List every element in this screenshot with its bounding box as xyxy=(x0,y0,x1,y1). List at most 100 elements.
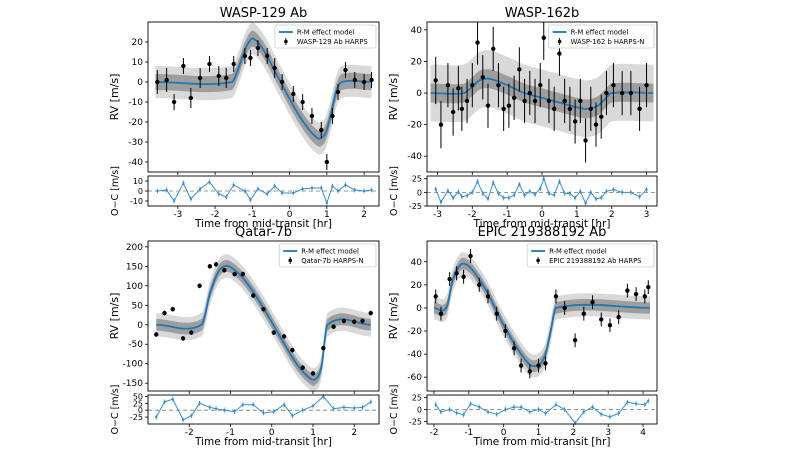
data-marker xyxy=(470,82,475,88)
residual-marker xyxy=(579,190,582,193)
data-marker xyxy=(593,122,599,127)
x-tick-label: 2 xyxy=(609,210,615,220)
data-point xyxy=(541,22,546,60)
residual-marker xyxy=(544,412,547,415)
data-point xyxy=(188,88,194,108)
legend-model-label: R-M effect model xyxy=(571,29,629,37)
residual-marker xyxy=(573,196,577,200)
residual-marker xyxy=(155,415,158,419)
x-tick-label: 0 xyxy=(501,428,507,438)
y-tick-label: -60 xyxy=(407,373,422,383)
data-point xyxy=(562,78,567,124)
data-marker xyxy=(625,288,630,293)
data-marker xyxy=(511,95,517,100)
data-marker xyxy=(611,82,616,88)
x-tick-label: 0 xyxy=(539,210,545,220)
data-marker xyxy=(532,98,538,104)
data-marker xyxy=(310,371,316,376)
data-marker xyxy=(604,90,609,96)
residual-marker xyxy=(638,195,641,198)
data-point xyxy=(590,295,595,310)
residual-marker xyxy=(512,193,516,197)
x-tick-label: -1 xyxy=(226,428,235,438)
residual-marker xyxy=(584,202,587,205)
residual-marker xyxy=(643,403,647,406)
legend-box xyxy=(548,24,655,49)
data-point xyxy=(501,86,506,131)
data-point xyxy=(250,293,256,298)
data-point xyxy=(503,324,508,338)
residual-marker xyxy=(163,400,166,404)
data-point xyxy=(343,62,348,78)
main-axes-frame xyxy=(147,21,380,173)
data-point xyxy=(527,364,533,379)
residual-marker xyxy=(439,200,443,204)
data-point xyxy=(361,74,367,90)
residual-marker xyxy=(558,180,561,183)
residual-marker xyxy=(172,199,176,203)
data-marker xyxy=(599,114,604,119)
data-marker xyxy=(155,79,160,85)
data-marker xyxy=(189,330,194,335)
residual-marker xyxy=(486,410,490,414)
data-point xyxy=(477,277,482,292)
residual-marker xyxy=(362,189,366,193)
data-marker xyxy=(581,311,587,316)
data-point xyxy=(164,68,169,92)
residual-marker xyxy=(331,184,334,188)
residual-marker xyxy=(439,410,443,414)
data-marker xyxy=(343,67,348,73)
residual-marker xyxy=(589,191,592,194)
x-tick-label: 2 xyxy=(570,428,576,438)
data-marker xyxy=(628,90,634,96)
data-point xyxy=(189,330,194,335)
data-point xyxy=(572,99,578,144)
residual-marker xyxy=(243,189,247,193)
x-tick-label: -3 xyxy=(173,210,182,220)
residual-marker xyxy=(594,197,598,201)
residual-marker xyxy=(537,408,540,411)
data-point xyxy=(511,341,517,356)
residual-marker xyxy=(617,412,620,415)
data-marker xyxy=(171,99,177,105)
data-point xyxy=(321,345,326,351)
data-point xyxy=(433,289,438,304)
data-point xyxy=(162,310,167,316)
data-point xyxy=(456,66,461,111)
data-point xyxy=(242,48,248,64)
resid-y-tick-label: -25 xyxy=(409,418,422,427)
residual-marker xyxy=(311,404,315,408)
data-marker xyxy=(501,106,506,112)
data-point xyxy=(207,56,212,72)
data-marker xyxy=(222,268,227,273)
panel-title: WASP-129 Ab xyxy=(220,6,308,21)
data-marker xyxy=(352,77,357,83)
legend-model-label: R-M effect model xyxy=(301,248,359,256)
residual-marker xyxy=(434,403,437,406)
data-point xyxy=(588,86,593,131)
data-point xyxy=(480,55,485,100)
residual-marker xyxy=(629,191,633,194)
legend-model-label: R-M effect model xyxy=(549,248,607,256)
model-line xyxy=(430,77,654,110)
data-marker xyxy=(642,294,648,299)
data-marker xyxy=(572,119,578,124)
data-marker xyxy=(170,306,175,312)
residual-marker xyxy=(156,189,159,193)
legend-box xyxy=(274,24,377,49)
data-point xyxy=(447,272,452,286)
residual-marker xyxy=(528,190,532,193)
data-point xyxy=(506,83,512,128)
residual-marker xyxy=(465,194,469,197)
residual-marker xyxy=(547,192,551,195)
panel-title: WASP-162b xyxy=(505,6,580,21)
data-point xyxy=(494,306,499,321)
data-point xyxy=(171,94,177,110)
data-marker xyxy=(279,79,285,85)
data-marker xyxy=(599,317,604,322)
data-point xyxy=(291,86,296,102)
model-line xyxy=(155,37,372,140)
